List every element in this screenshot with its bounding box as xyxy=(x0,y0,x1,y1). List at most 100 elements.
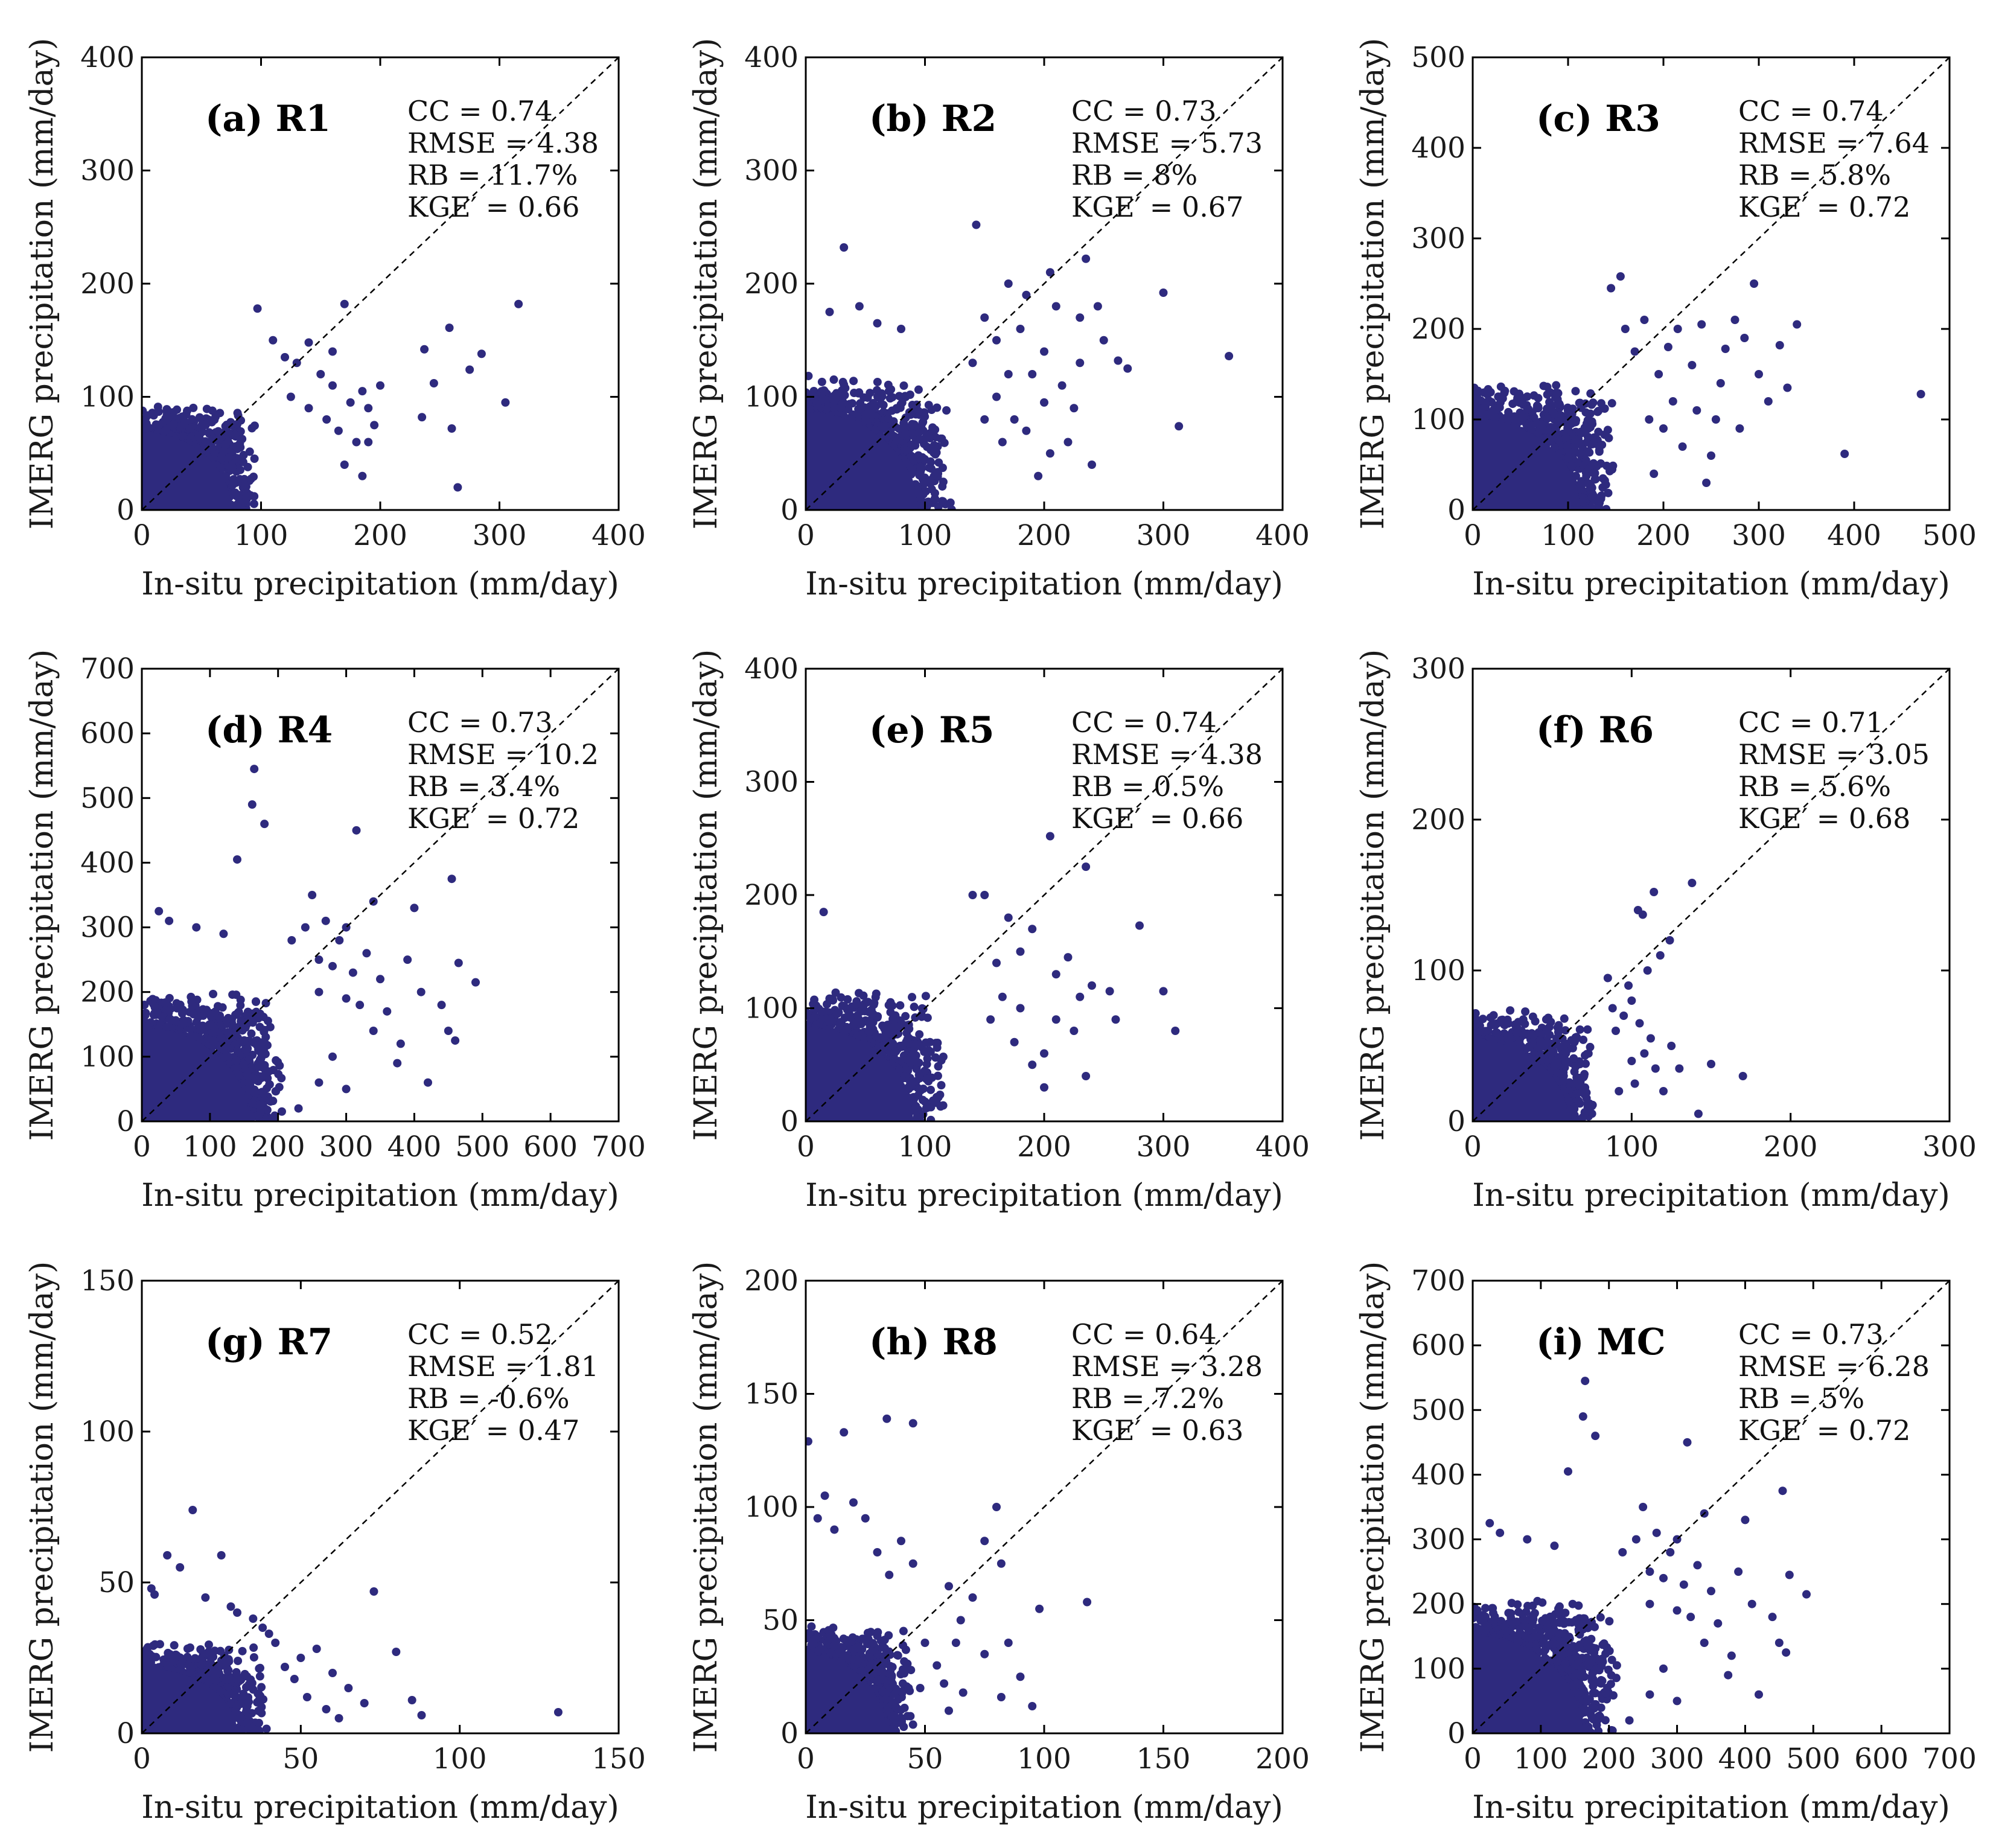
data-point xyxy=(158,418,167,427)
data-point xyxy=(922,498,931,507)
data-point xyxy=(980,415,989,424)
data-point xyxy=(917,456,926,465)
data-point xyxy=(854,404,863,413)
data-point xyxy=(231,430,240,439)
data-point xyxy=(208,406,217,415)
data-point xyxy=(924,432,933,441)
data-point xyxy=(1688,361,1697,369)
data-point xyxy=(1004,279,1013,288)
data-point xyxy=(1609,461,1618,470)
data-point xyxy=(1534,393,1543,403)
dense-cluster xyxy=(142,432,232,510)
data-point xyxy=(1076,358,1085,368)
y-tick-label: 0 xyxy=(116,494,135,527)
x-tick-label: 0 xyxy=(133,519,151,552)
stat-rb: RB = 5.8% xyxy=(1738,159,1891,191)
data-point xyxy=(418,413,427,422)
data-point xyxy=(1567,461,1577,470)
data-point xyxy=(1621,325,1630,333)
x-tick-label: 400 xyxy=(1827,519,1881,552)
data-point xyxy=(1481,398,1490,407)
data-point xyxy=(968,358,977,368)
data-point xyxy=(1070,404,1079,413)
data-point xyxy=(927,485,936,494)
stat-cc: CC = 0.74 xyxy=(1738,95,1884,127)
data-point xyxy=(914,407,923,416)
data-point xyxy=(1022,290,1031,299)
data-point xyxy=(929,442,939,451)
panel-title: (c) R3 xyxy=(1536,98,1660,140)
data-point xyxy=(915,435,924,444)
y-tick-label: 300 xyxy=(744,155,799,188)
data-point xyxy=(242,495,251,505)
data-point xyxy=(928,423,937,432)
data-point xyxy=(364,404,373,413)
x-axis-title: In-situ precipitation (mm/day) xyxy=(1472,566,1950,602)
data-point xyxy=(872,386,881,395)
data-point xyxy=(198,427,207,436)
data-point xyxy=(1516,416,1525,425)
data-point xyxy=(897,325,905,333)
data-point xyxy=(364,438,373,447)
stat-kge: KGE′ = 0.67 xyxy=(1071,191,1243,223)
data-point xyxy=(832,389,841,398)
data-point xyxy=(178,412,187,421)
data-point xyxy=(892,435,901,444)
data-point xyxy=(1587,417,1596,426)
data-point xyxy=(1707,451,1715,460)
data-point xyxy=(1550,410,1559,419)
data-point xyxy=(1555,400,1564,409)
data-point xyxy=(1051,302,1060,311)
data-point xyxy=(316,370,325,378)
data-point xyxy=(1571,418,1580,427)
data-point xyxy=(894,392,904,401)
data-point xyxy=(1491,413,1500,422)
data-point xyxy=(914,385,923,394)
data-point xyxy=(1721,345,1730,353)
x-tick-label: 100 xyxy=(1541,519,1595,552)
data-point xyxy=(972,220,981,229)
data-point xyxy=(1585,448,1594,457)
data-point xyxy=(825,307,834,316)
data-point xyxy=(233,500,242,509)
data-point xyxy=(817,377,826,386)
data-point xyxy=(1477,409,1486,418)
data-point xyxy=(352,438,361,447)
data-point xyxy=(235,439,244,448)
data-point xyxy=(931,433,940,442)
data-point xyxy=(217,453,226,462)
data-point xyxy=(873,377,882,386)
data-point xyxy=(863,409,872,418)
data-point xyxy=(1673,325,1682,333)
data-point xyxy=(854,389,863,398)
x-axis-title: In-situ precipitation (mm/day) xyxy=(805,566,1283,602)
data-point xyxy=(884,387,893,396)
data-point xyxy=(942,406,951,415)
data-point xyxy=(1616,272,1625,281)
data-point xyxy=(934,458,943,467)
scatter-panel-r4: 0 100 200 300 400 500 600 700010020030040050060… xyxy=(24,649,646,1214)
data-point xyxy=(1697,320,1706,329)
data-point xyxy=(919,478,928,487)
data-point xyxy=(1099,336,1108,345)
data-point xyxy=(1587,400,1596,409)
x-tick-label: 0 xyxy=(797,519,815,552)
data-point xyxy=(901,413,910,422)
data-point xyxy=(1479,388,1488,397)
y-axis-title: IMERG precipitation (mm/day) xyxy=(24,38,60,530)
data-point xyxy=(1543,414,1552,423)
data-point xyxy=(1571,387,1580,396)
data-point xyxy=(250,421,259,430)
one-to-one-line xyxy=(805,57,1283,511)
data-point xyxy=(891,422,900,432)
data-point xyxy=(992,336,1001,345)
data-point xyxy=(838,399,847,408)
data-point xyxy=(1593,407,1602,416)
data-point xyxy=(898,398,907,407)
y-tick-label: 400 xyxy=(744,41,799,74)
data-point xyxy=(1783,383,1792,392)
